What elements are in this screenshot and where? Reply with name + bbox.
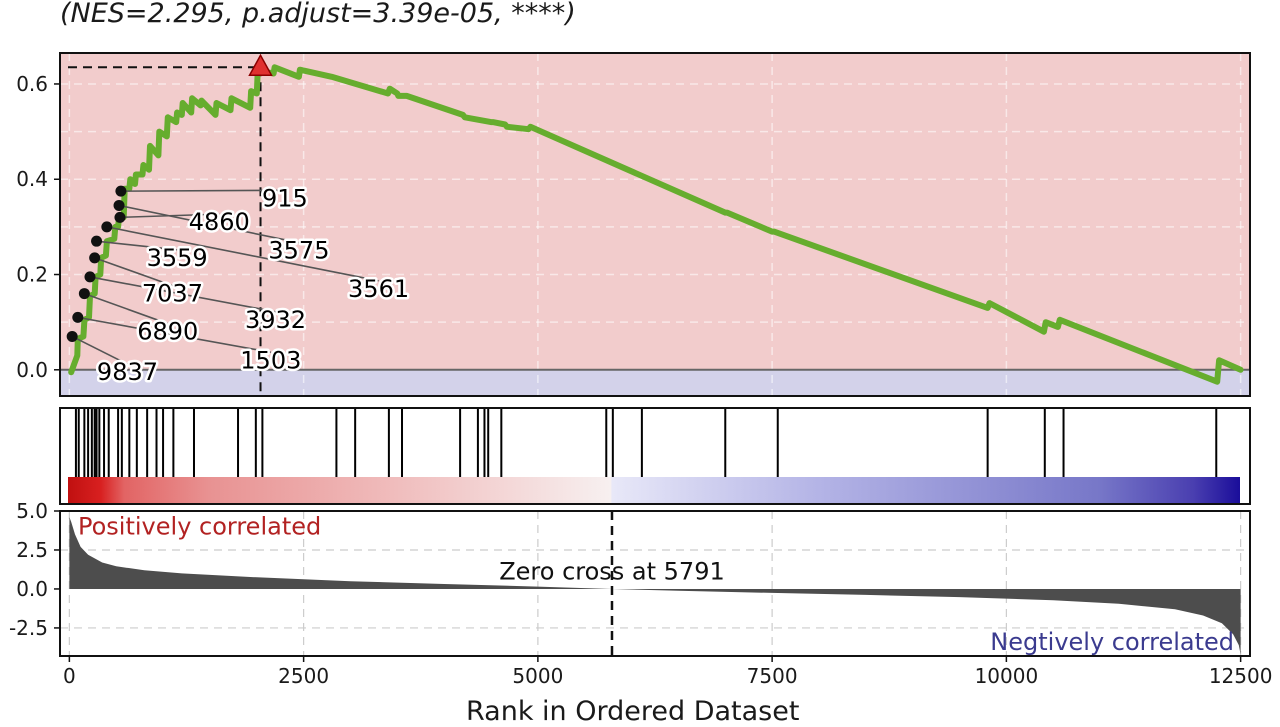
es-y-tick-label: 0.2: [16, 263, 48, 287]
metric-y-tick-label: 2.5: [16, 538, 48, 562]
gene-connector: [84, 292, 169, 325]
positive-es-region: [60, 53, 1250, 370]
gene-label: 915: [262, 184, 308, 212]
es-panel: 915486035753561355970373932689015039837 …: [16, 52, 1251, 397]
ranked-metric-area: [69, 517, 1241, 655]
gene-point: [91, 235, 103, 247]
gene-point: [115, 185, 127, 197]
gene-point: [114, 211, 126, 223]
es-y-tick-label: 0.0: [16, 358, 48, 382]
x-tick-label: 10000: [975, 664, 1039, 688]
running-es-line: [68, 64, 1244, 385]
metric-panel: Zero cross at 5791 Positively correlated…: [9, 499, 1251, 657]
gene-label: 6890: [137, 318, 198, 346]
positively-correlated-label: Positively correlated: [78, 513, 321, 541]
gene-point: [78, 288, 90, 300]
x-tick-label: 7500: [747, 664, 798, 688]
metric-panel-border: [59, 510, 1251, 657]
zero-cross-label: Zero cross at 5791: [499, 558, 725, 586]
es-y-ticks: 0.0 0.2 0.4 0.6: [16, 72, 60, 382]
hit-panel: [59, 407, 1251, 505]
gene-point: [72, 311, 84, 323]
gene-label: 3559: [147, 244, 208, 272]
gene-connector: [96, 240, 178, 251]
x-tick-label: 2500: [278, 664, 329, 688]
gene-point: [89, 252, 101, 264]
metric-gridlines: [60, 511, 1250, 656]
gene-label: 3561: [348, 275, 409, 303]
gene-connector: [106, 226, 379, 282]
negative-es-region: [60, 369, 1250, 396]
gene-connector: [94, 257, 173, 287]
gene-label: 7037: [142, 280, 203, 308]
leading-edge-gene-labels: 915 4860 3575 3561 3559 7037 3932 6890 1503 9837: [66, 182, 412, 389]
negatively-correlated-label: Negtively correlated: [990, 628, 1234, 656]
gene-connector: [89, 276, 276, 313]
gene-label: 4860: [189, 208, 250, 236]
metric-y-tick-label: 0.0: [16, 577, 48, 601]
es-panel-border: [59, 52, 1251, 397]
rank-color-bar: [68, 477, 1240, 504]
peak-marker: [248, 53, 273, 77]
gene-point: [84, 271, 96, 283]
chart-title: (NES=2.295, p.adjust=3.39e-05, ****): [60, 0, 576, 29]
gene-label: 9837: [97, 358, 158, 386]
hit-panel-border: [59, 407, 1251, 505]
gene-connector: [71, 335, 128, 365]
metric-y-ticks: 5.0 2.5 0.0 -2.5: [9, 499, 60, 640]
gene-hit-lines: [74, 408, 1218, 477]
gene-point: [101, 221, 113, 233]
gene-label: 1503: [240, 346, 301, 374]
x-tick-label: 12500: [1209, 664, 1273, 688]
gene-connector: [118, 204, 300, 244]
gene-label: 3932: [245, 306, 306, 334]
gene-point: [113, 199, 125, 211]
es-y-tick-label: 0.4: [16, 167, 48, 191]
gene-label: 3575: [268, 237, 329, 265]
es-y-tick-label: 0.6: [16, 72, 48, 96]
gene-connector: [120, 189, 285, 192]
gene-point: [66, 330, 78, 342]
metric-y-tick-label: -2.5: [9, 616, 48, 640]
x-axis-ticks: 0 2500 5000 7500 10000 12500: [63, 656, 1272, 688]
x-tick-label: 0: [63, 664, 76, 688]
gene-connector: [77, 316, 271, 354]
metric-y-tick-label: 5.0: [16, 499, 48, 523]
x-tick-label: 5000: [512, 664, 563, 688]
